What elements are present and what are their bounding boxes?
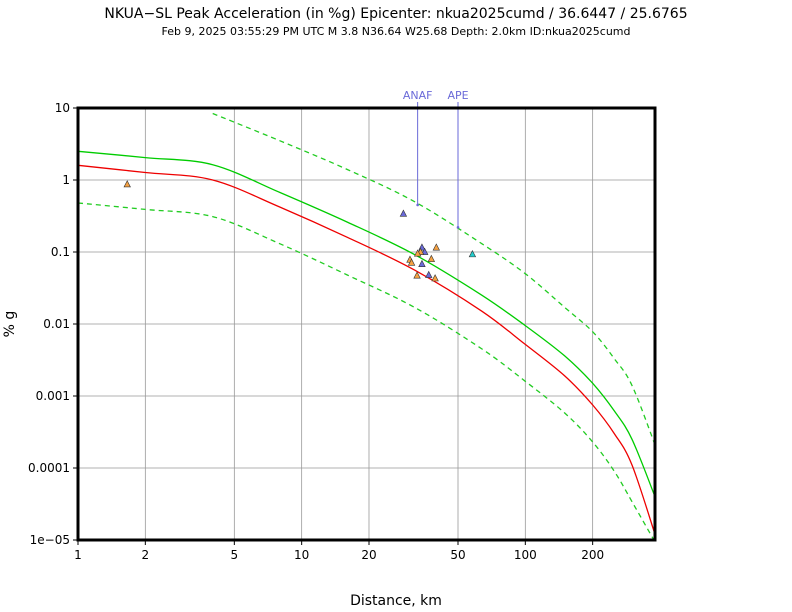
x-tick-label: 5	[231, 548, 239, 562]
y-tick-label: 1e−05	[30, 533, 70, 547]
y-tick-label: 0.1	[51, 245, 70, 259]
data-point	[418, 259, 426, 267]
station-dot	[416, 203, 419, 207]
data-point	[468, 250, 477, 258]
data-point	[413, 271, 421, 279]
curves	[77, 112, 656, 543]
chart-subtitle: Feb 9, 2025 03:55:29 PM UTC M 3.8 N36.64…	[161, 25, 631, 38]
data-point	[407, 258, 416, 266]
station-label: APE	[447, 89, 468, 102]
curve	[77, 164, 656, 535]
x-tick-label: 1	[74, 548, 82, 562]
x-tick-label: 50	[450, 548, 465, 562]
curve	[77, 150, 656, 497]
data-point	[432, 243, 441, 251]
x-tick-label: 20	[361, 548, 376, 562]
y-tick-label: 0.0001	[28, 461, 70, 475]
station-dot	[456, 226, 460, 229]
y-axis-ticks: 10 1 0.1 0.01 0.001 0.0001 1e−05	[28, 101, 78, 547]
data-point	[413, 249, 422, 257]
station-label: ANAF	[403, 89, 433, 102]
x-tick-label: 10	[294, 548, 309, 562]
curve	[212, 112, 656, 446]
data-points	[123, 180, 477, 282]
chart-title: NKUA−SL Peak Acceleration (in %g) Epicen…	[104, 6, 688, 22]
data-point	[123, 180, 131, 188]
y-tick-label: 0.001	[36, 389, 70, 403]
y-axis-label: % g	[2, 311, 18, 338]
data-point	[431, 274, 439, 282]
data-point	[425, 270, 433, 278]
station-markers: ANAF APE	[403, 89, 469, 229]
x-axis-label: Distance, km	[350, 593, 442, 609]
x-tick-label: 200	[581, 548, 604, 562]
y-tick-label: 10	[55, 101, 70, 115]
data-point	[427, 254, 436, 262]
x-axis-ticks: 1 2 5 10 20 50 100 200	[74, 540, 604, 562]
curve	[77, 202, 656, 543]
y-tick-label: 0.01	[43, 317, 70, 331]
gridlines	[78, 108, 655, 540]
x-tick-label: 100	[514, 548, 537, 562]
y-tick-label: 1	[62, 173, 70, 187]
data-point	[399, 209, 408, 217]
x-tick-label: 2	[142, 548, 150, 562]
